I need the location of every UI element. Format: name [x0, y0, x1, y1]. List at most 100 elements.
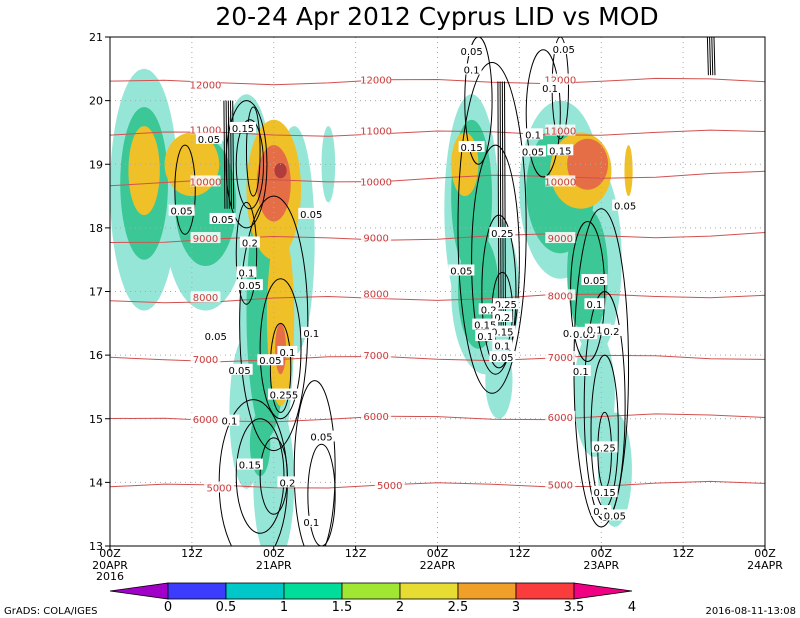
contour-label: 0.05	[198, 135, 220, 146]
contour-label-bg-21	[458, 141, 485, 153]
contour-label: 0.25	[495, 300, 517, 311]
red-label-bg-12	[190, 291, 221, 303]
contour-label: 0.15	[587, 326, 609, 337]
dense-streak-0-3	[230, 100, 233, 209]
colorbar-arrow-low	[109, 582, 169, 600]
contour-label-bg-34	[523, 128, 544, 140]
red-label-bg-23	[545, 478, 576, 490]
contour-label: 0.05	[573, 330, 595, 341]
contour-label-bg-33	[540, 81, 561, 93]
contour-label: 0.255	[270, 391, 299, 402]
contour-label-bg-46	[591, 485, 618, 497]
contour-label: 0.05	[259, 356, 281, 367]
contour-label: 0.1	[525, 130, 541, 141]
contour-label: 0.05	[522, 148, 544, 159]
contour-label: 0.05	[604, 511, 626, 522]
dense-streak-2-3	[713, 37, 716, 76]
colorbar-segment-4	[399, 582, 459, 600]
x-tick-date: 21APR	[256, 559, 292, 572]
dense-streak-0-0	[223, 100, 226, 209]
red-contour-label: 9000	[363, 233, 388, 244]
x-tick-label: 12Z	[672, 547, 694, 560]
contour-label-bg-36	[547, 144, 574, 156]
grads-credit: GrADS: COLA/IGES	[4, 606, 98, 617]
colorbar: 0 0.5 1 1.5 2 2.5 3 3.5 4	[109, 582, 636, 615]
colorbar-tick-label: 1	[280, 600, 288, 615]
red-label-bg-15	[190, 352, 221, 364]
contour-label: 0.05	[229, 366, 251, 377]
x-tick-label: 00Z	[590, 547, 612, 560]
red-label-bg-16	[361, 349, 392, 361]
red-label-bg-6	[190, 175, 221, 187]
x-tick-label: 00Z	[99, 547, 121, 560]
fill-region-30	[624, 145, 633, 197]
contour-label-bg-39	[584, 298, 605, 310]
y-tick-label: 17	[89, 286, 103, 299]
red-label-bg-21	[204, 481, 235, 493]
contour-label: 0.05	[239, 281, 261, 292]
red-label-bg-2	[545, 73, 576, 85]
contour-label: 0.1	[477, 332, 493, 343]
black-contour-layer	[174, 37, 716, 546]
contour-label-bg-6	[236, 279, 263, 291]
black-contour-4	[239, 195, 309, 452]
colorbar-tick-label: 3	[512, 600, 520, 615]
contour-label: 0.05	[310, 433, 332, 444]
contour-label: 0.2	[279, 478, 295, 489]
black-contour-6	[269, 322, 292, 413]
red-label-bg-14	[545, 289, 576, 301]
y-tick-label: 16	[89, 349, 103, 362]
fill-region-34	[274, 162, 287, 179]
contour-label-bg-25	[478, 303, 499, 315]
x-tick-label: 00Z	[263, 547, 285, 560]
x-tick-label: 12Z	[181, 547, 203, 560]
x-tick-label: 12Z	[509, 547, 531, 560]
contour-label-bg-17	[308, 430, 335, 442]
contour-label-bg-4	[239, 236, 260, 248]
colorbar-tick-label: 2	[396, 600, 404, 615]
colorbar-segment-1	[225, 582, 285, 600]
dense-streak-1-0	[497, 81, 500, 330]
contour-label: 0.2	[494, 313, 510, 324]
contour-label: 0.25	[491, 229, 513, 240]
grid-layer	[110, 37, 765, 546]
contour-label-bg-42	[584, 323, 611, 335]
contour-label-bg-37	[612, 199, 639, 211]
contour-label-bg-32	[550, 43, 577, 55]
contour-label-bg-47	[591, 505, 612, 517]
red-label-bg-3	[190, 123, 221, 135]
red-contour-label: 7000	[363, 351, 388, 362]
contour-label-bg-7	[298, 207, 325, 219]
contour-label-bg-31	[489, 351, 516, 363]
contour-label-bg-12	[277, 345, 298, 357]
y-tick-label: 13	[89, 540, 103, 553]
dense-streak-0-4	[232, 100, 235, 209]
red-contour-label: 6000	[193, 415, 218, 426]
dense-streak-0-2	[227, 100, 230, 209]
red-contour-label: 9000	[548, 234, 573, 245]
contour-label-bg-26	[492, 310, 513, 322]
fill-region-23	[128, 126, 160, 216]
contour-label: 0.15	[549, 146, 571, 157]
colorbar-segment-3	[341, 582, 401, 600]
contour-label: 0.25	[594, 443, 616, 454]
dense-streak-2-0	[706, 37, 709, 76]
red-label-bg-0	[190, 78, 221, 90]
black-contour-1	[235, 119, 265, 210]
colorbar-tick-label: 0	[164, 600, 172, 615]
black-contour-14	[471, 144, 520, 375]
contour-label-bg-1	[230, 121, 257, 133]
contour-label: 0.1	[464, 65, 480, 76]
red-label-bg-4	[361, 124, 392, 136]
black-contour-9	[259, 437, 288, 515]
black-contour-0	[225, 100, 268, 229]
red-contour-label: 10000	[190, 177, 222, 188]
red-label-bg-18	[190, 412, 221, 424]
contour-label-bg-48	[601, 509, 628, 521]
contour-label-bg-2	[168, 204, 195, 216]
colorbar-tick-label: 1.5	[332, 600, 353, 615]
contour-label: 0.1	[573, 367, 589, 378]
red-contour-label: 10000	[360, 177, 392, 188]
colorbar-segment-0	[167, 582, 227, 600]
red-contour-label: 5000	[206, 483, 231, 494]
